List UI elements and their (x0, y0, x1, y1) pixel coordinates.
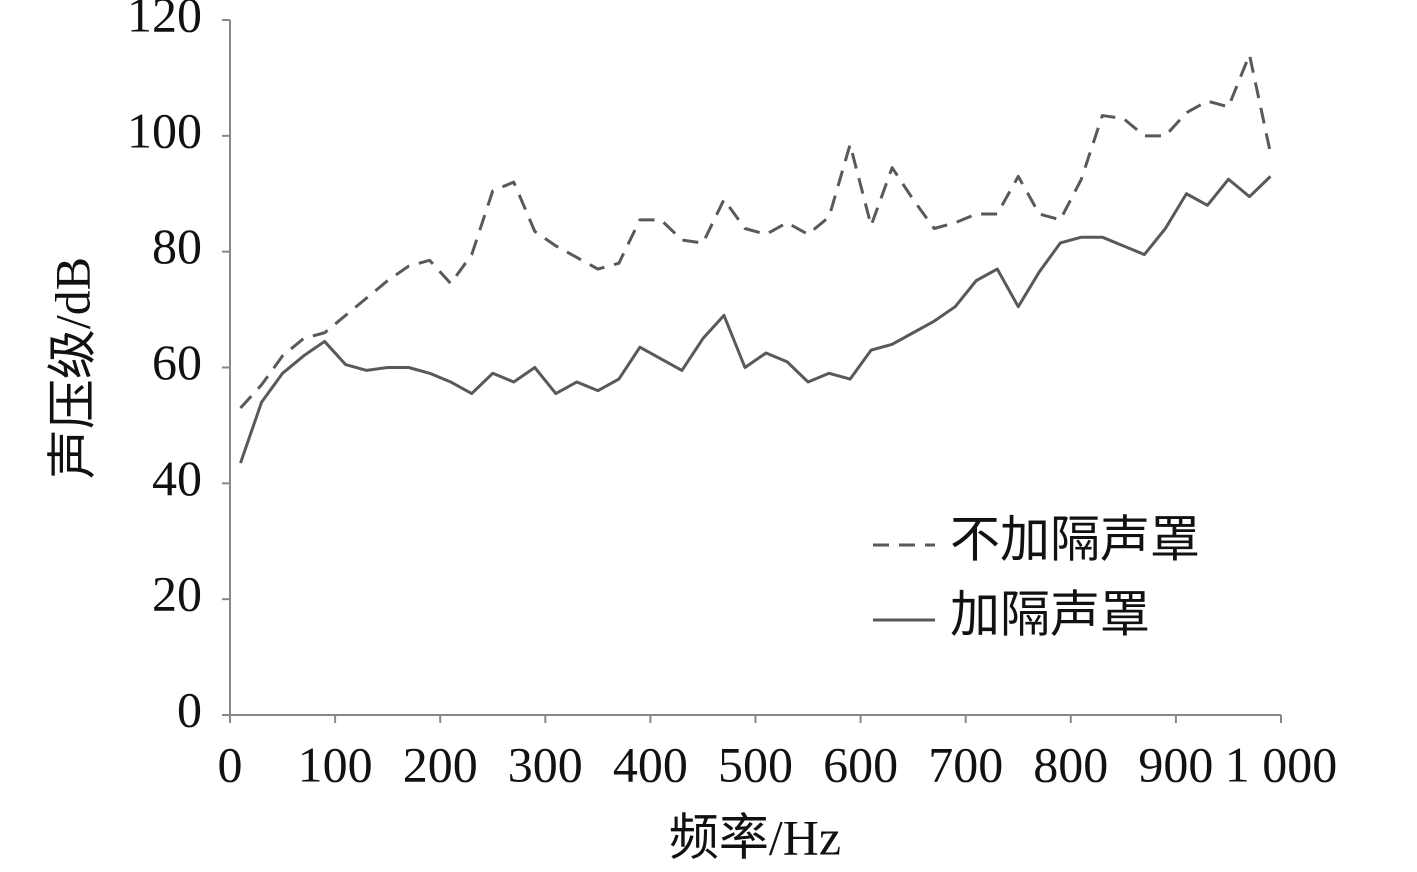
x-tick-label: 100 (298, 736, 373, 792)
x-tick-label: 300 (508, 736, 583, 792)
legend-label: 不加隔声罩 (950, 511, 1200, 567)
y-tick-label: 40 (152, 450, 202, 506)
y-tick-label: 80 (152, 218, 202, 274)
y-tick-label: 120 (127, 0, 202, 42)
x-tick-label: 0 (218, 736, 243, 792)
x-axis-label: 频率/Hz (669, 809, 841, 865)
y-tick-label: 0 (177, 681, 202, 737)
x-tick-label: 700 (928, 736, 1003, 792)
y-tick-label: 60 (152, 334, 202, 390)
x-tick-label: 1 000 (1225, 736, 1338, 792)
y-tick-label: 20 (152, 566, 202, 622)
y-axis-label: 声压级/dB (44, 257, 100, 479)
x-tick-label: 200 (403, 736, 478, 792)
x-tick-label: 600 (823, 736, 898, 792)
y-tick-label: 100 (127, 102, 202, 158)
x-tick-label: 800 (1033, 736, 1108, 792)
data-line (239, 175, 1272, 464)
x-tick-label: 400 (613, 736, 688, 792)
x-tick-label: 500 (718, 736, 793, 792)
x-tick-label: 900 (1138, 736, 1213, 792)
legend-label: 加隔声罩 (950, 586, 1150, 642)
data-line (239, 53, 1272, 410)
